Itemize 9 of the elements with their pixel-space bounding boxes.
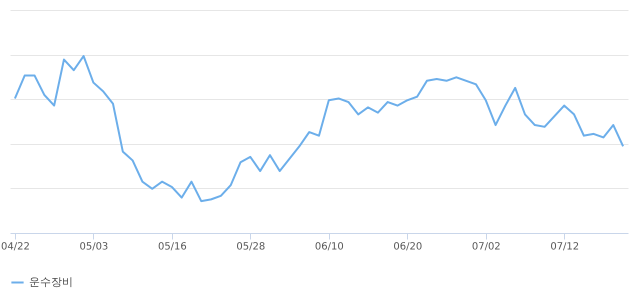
x-tick-label: 07/12 [550,242,580,252]
legend-label: 운수장비 [29,276,73,288]
x-tick-label: 06/10 [314,242,344,252]
x-tick-label: 05/28 [236,242,266,252]
x-tick-label: 05/16 [158,242,187,252]
x-tick-label: 05/03 [79,242,108,252]
x-tick-label: 04/22 [0,242,30,252]
x-tick-label: 07/02 [472,242,501,252]
x-tick-label: 06/20 [393,242,422,252]
